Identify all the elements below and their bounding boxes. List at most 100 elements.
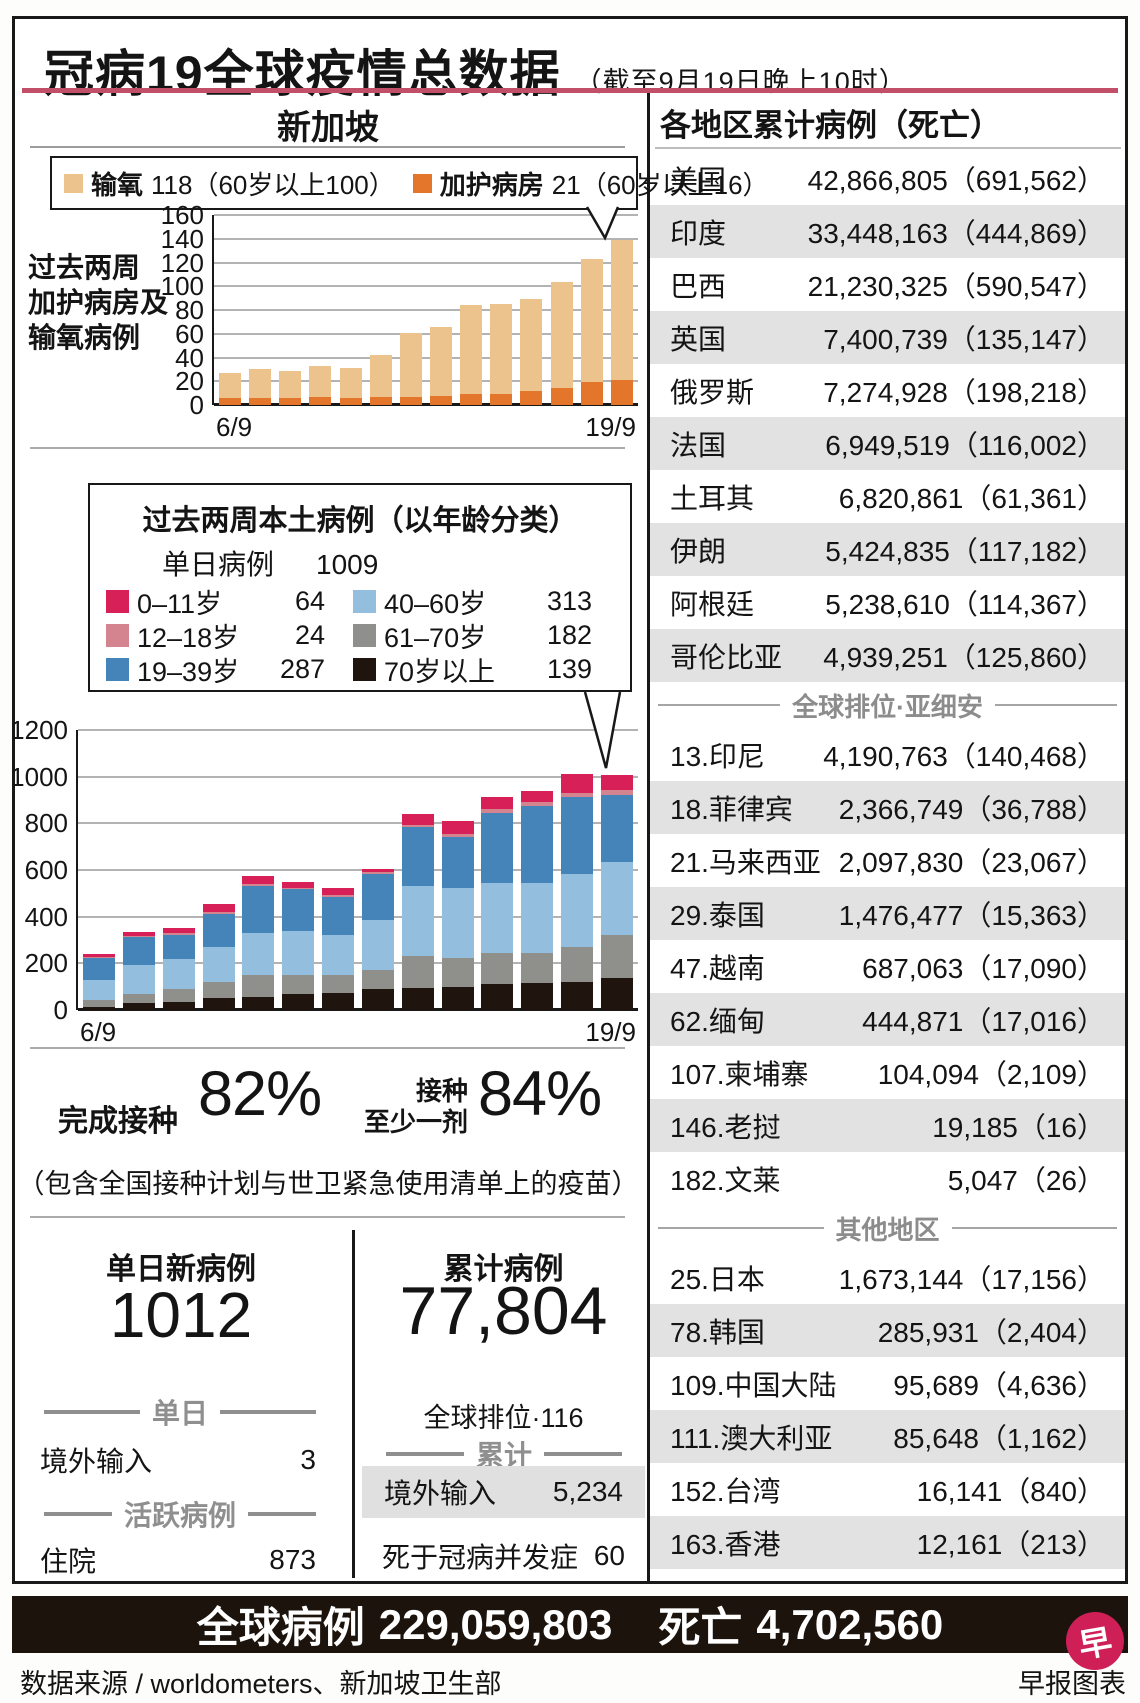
deaths-label: 死于冠病并发症 — [382, 1542, 579, 1573]
segment-40–60岁 — [322, 935, 355, 975]
segment-输氧 — [309, 365, 332, 397]
y-axis-tick: 0 — [189, 390, 204, 420]
x-axis-tick-last: 19/9 — [585, 1017, 636, 1047]
segment-40–60岁 — [242, 933, 275, 976]
y-axis-line — [212, 215, 214, 405]
y-axis-tick: 100 — [160, 271, 204, 302]
divider-line — [658, 1227, 824, 1229]
region-cases-deaths: 1,673,144（17,156） — [838, 1263, 1105, 1295]
segment-12–18岁 — [600, 789, 633, 796]
segment-输氧 — [279, 370, 302, 398]
segment-12–18岁 — [561, 793, 594, 797]
bar-17/9 — [521, 790, 554, 1010]
x-axis-tick-last: 19/9 — [585, 412, 636, 442]
region-name: 伊朗 — [670, 535, 727, 567]
segment-12–18岁 — [361, 872, 394, 875]
table-row: 109.中国大陆 95,689（4,636） — [650, 1357, 1125, 1410]
bar-15/9 — [490, 304, 513, 405]
legend-swatch — [353, 657, 376, 681]
gridline — [214, 380, 638, 383]
region-name: 土耳其 — [670, 482, 755, 514]
region-cases-deaths: 42,866,805（691,562） — [807, 164, 1105, 196]
region-name: 109.中国大陆 — [670, 1369, 837, 1401]
daily-cases-line: 单日病例 1009 — [162, 543, 378, 583]
axis-label-line: 加护病房及 — [28, 287, 169, 318]
segment-19–39岁 — [122, 937, 155, 966]
legend-value: 64 — [294, 585, 325, 616]
x-axis-tick-first: 6/9 — [216, 412, 253, 442]
legend-label: 0–11岁 — [137, 588, 223, 619]
daily-cases-label: 单日病例 — [162, 549, 275, 580]
segment-19–39岁 — [441, 836, 474, 888]
y-axis-tick: 60 — [175, 318, 204, 349]
segment-0–11岁 — [481, 796, 514, 810]
bar-6/9 — [83, 954, 115, 1010]
regions-table-header: 各地区累计病例（死亡） — [660, 108, 1001, 143]
others-section-divider: 其他地区 — [650, 1205, 1125, 1251]
segment-输氧 — [610, 239, 633, 381]
segment-输氧 — [520, 299, 543, 391]
singapore-title-rule — [30, 146, 625, 148]
column-divider — [647, 93, 650, 1581]
segment-输氧 — [460, 305, 483, 395]
title-rule — [22, 88, 1118, 93]
gridline — [214, 285, 638, 288]
segment-61–70岁 — [122, 993, 155, 1003]
region-cases-deaths: 104,094（2,109） — [877, 1058, 1105, 1090]
segment-40–60岁 — [401, 886, 434, 957]
segment-12–18岁 — [242, 884, 275, 887]
partially-vaccinated-value: 84% — [478, 1059, 602, 1129]
segment-40–60岁 — [282, 931, 315, 976]
region-cases-deaths: 444,871（17,016） — [862, 1005, 1105, 1037]
table-row: 163.香港 12,161（213） — [650, 1516, 1125, 1569]
region-name: 美国 — [670, 164, 727, 196]
gridline — [78, 869, 638, 871]
region-name: 法国 — [670, 429, 727, 461]
segment-40–60岁 — [600, 862, 633, 936]
bar-11/9 — [282, 881, 315, 1010]
segment-加护病房 — [550, 388, 573, 405]
table-row: 13.印尼 4,190,763（140,468） — [650, 728, 1125, 781]
legend-value: 287 — [279, 653, 325, 684]
segment-61–70岁 — [282, 975, 315, 994]
daily-new-cases-value: 1012 — [109, 1279, 253, 1351]
region-name: 146.老挝 — [670, 1111, 781, 1143]
segment-40–60岁 — [162, 959, 195, 990]
segment-输氧 — [249, 369, 272, 398]
deaths-value: 60 — [593, 1540, 625, 1571]
bar-6/9 — [219, 372, 241, 405]
bar-18/9 — [580, 258, 603, 405]
region-name: 18.菲律宾 — [670, 793, 793, 825]
table-row: 146.老挝 19,185（16） — [650, 1099, 1125, 1152]
segment-61–70岁 — [202, 982, 235, 999]
region-cases-deaths: 85,648（1,162） — [893, 1422, 1105, 1454]
region-cases-deaths: 1,476,477（15,363） — [838, 899, 1105, 931]
gridline — [214, 356, 638, 359]
regions-table: 美国 42,866,805（691,562） 印度 33,448,163（444,86… — [650, 152, 1125, 1569]
segment-12–18岁 — [83, 956, 115, 958]
divider-label: 累计 — [476, 1440, 533, 1471]
bar-19/9 — [610, 239, 633, 405]
bar-17/9 — [550, 281, 573, 405]
segment-70岁以上 — [481, 984, 514, 1010]
segment-加护病房 — [309, 396, 332, 405]
region-name: 62.缅甸 — [670, 1005, 765, 1037]
logo-glyph: 早 — [1075, 1622, 1115, 1665]
legend2-callout-pointer — [583, 691, 622, 769]
page-title: 冠病19全球疫情总数据 （截至9月19日晚上10时） — [44, 34, 907, 106]
global-deaths-value: 4,702,560 — [756, 1600, 944, 1648]
segment-19–39岁 — [561, 796, 594, 874]
legend-label: 70岁以上 — [384, 656, 496, 687]
legend-swatch — [106, 657, 129, 681]
segment-0–11岁 — [202, 903, 235, 913]
segment-0–11岁 — [322, 887, 355, 895]
segment-70岁以上 — [322, 992, 355, 1010]
region-cases-deaths: 285,931（2,404） — [877, 1316, 1105, 1348]
section-rule — [30, 1216, 625, 1218]
divider-line — [658, 704, 781, 706]
bar-9/9 — [309, 365, 332, 405]
legend-value: 313 — [546, 585, 592, 616]
segment-70岁以上 — [83, 1006, 115, 1010]
gridline — [214, 309, 638, 311]
segment-12–18岁 — [481, 809, 514, 813]
